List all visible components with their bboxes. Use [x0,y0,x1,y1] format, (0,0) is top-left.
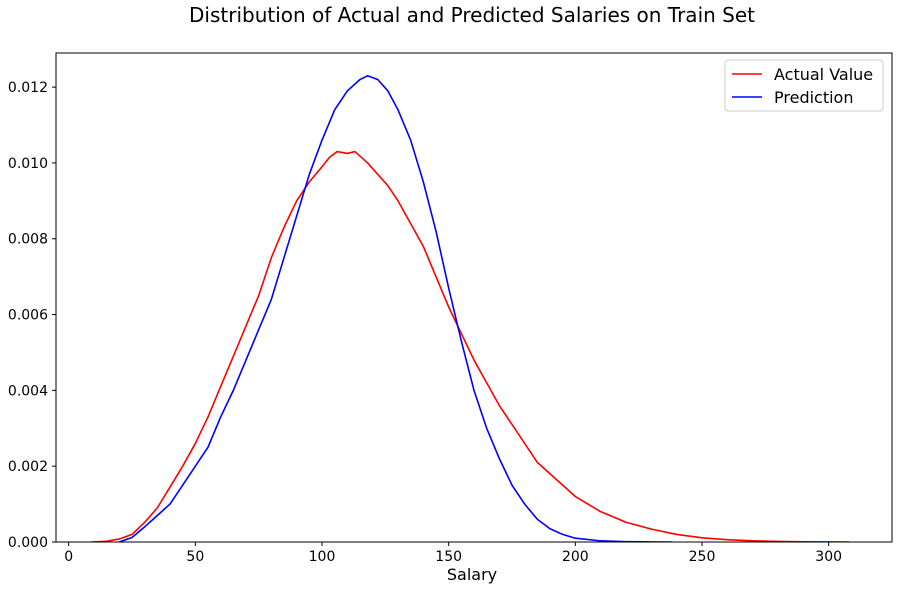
x-tick-label: 200 [562,549,589,565]
y-tick-label: 0.006 [8,308,48,324]
y-tick-label: 0.004 [8,383,48,399]
legend: Actual Value Prediction [724,59,884,112]
chart-title: Distribution of Actual and Predicted Sal… [189,3,755,27]
x-tick-label: 300 [815,549,842,565]
legend-box [724,59,884,112]
y-tick-label: 0.000 [8,535,48,551]
legend-label-0: Actual Value [774,65,873,84]
x-tick-label: 0 [64,549,73,565]
y-tick-label: 0.012 [8,80,48,96]
y-tick-label: 0.010 [8,156,48,172]
x-axis: 0 50 100 150 200 250 300 [64,542,842,565]
x-tick-label: 100 [309,549,336,565]
y-axis: 0.000 0.002 0.004 0.006 0.008 0.010 0.012 [8,80,56,551]
x-axis-label: Salary [447,565,497,584]
series-line-0 [90,150,850,542]
legend-label-1: Prediction [774,88,853,107]
series-layer [90,74,850,542]
x-tick-label: 250 [689,549,716,565]
plot-frame [55,52,893,543]
y-tick-label: 0.008 [8,232,48,248]
y-tick-label: 0.002 [8,459,48,475]
series-line-1 [118,74,673,542]
x-tick-label: 50 [186,549,204,565]
x-tick-label: 150 [435,549,462,565]
